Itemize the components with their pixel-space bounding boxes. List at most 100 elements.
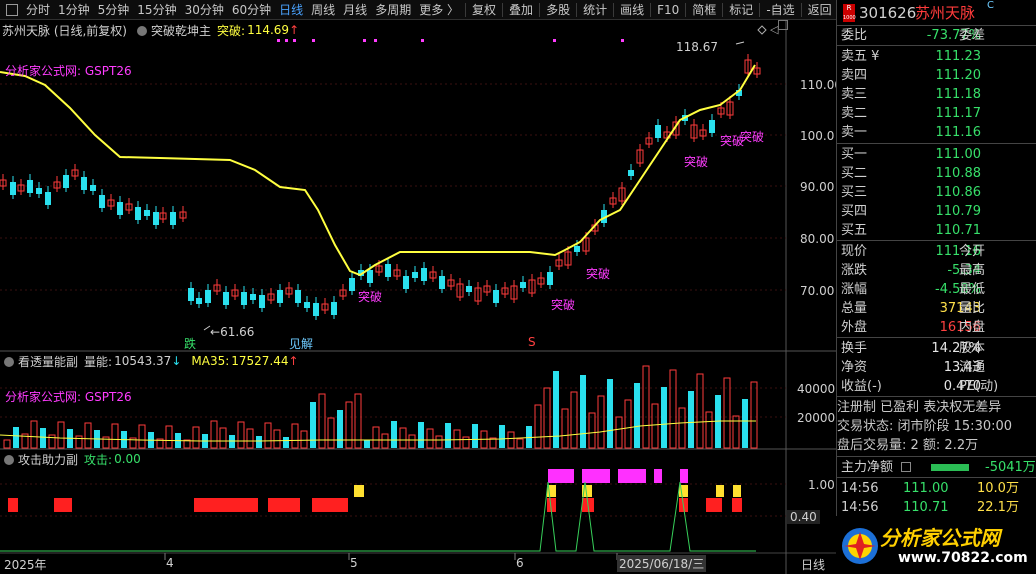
- overlay-button[interactable]: 叠加: [509, 2, 534, 17]
- draw-line-button[interactable]: 画线: [620, 2, 645, 17]
- candle-body: [36, 188, 42, 194]
- tab-multi-period[interactable]: 多周期: [375, 2, 412, 17]
- bid-row[interactable]: 买三 110.86: [837, 183, 1036, 202]
- attack-yellow-bar: [547, 485, 556, 497]
- ma35-value: 17527.44: [231, 354, 289, 368]
- watchlist-remove-button[interactable]: -自选: [766, 2, 795, 17]
- bid-price: 110.71: [935, 223, 982, 238]
- tab-fenshi[interactable]: 分时: [26, 2, 51, 17]
- netflow-menu-icon[interactable]: [901, 462, 911, 472]
- tick-row: 14:56 110.71 22.1万: [837, 498, 1036, 517]
- indicator-label: 突破:: [217, 23, 246, 38]
- volume-bar: [48, 434, 56, 449]
- tab-more[interactable]: 更多 〉: [419, 2, 460, 17]
- divider: [539, 2, 541, 17]
- candle-body: [159, 212, 167, 220]
- volume-y-tick: 40000: [797, 382, 836, 396]
- bid-label: 买二: [841, 166, 868, 181]
- tab-weekly[interactable]: 周线: [311, 2, 336, 17]
- candle-body: [144, 210, 150, 216]
- candle-body: [53, 181, 61, 189]
- volume-bar: [210, 420, 218, 449]
- insight-marker: 见解: [289, 337, 314, 351]
- ask-row[interactable]: 卖五 ¥ 111.23: [837, 47, 1036, 66]
- bid-label: 买三: [841, 185, 868, 200]
- candle-body: [645, 137, 653, 145]
- candle-body: [528, 279, 536, 294]
- candle-body: [582, 237, 590, 252]
- ask-row[interactable]: 卖二 111.17: [837, 104, 1036, 123]
- candle-body: [188, 288, 194, 301]
- tab-daily[interactable]: 日线: [279, 2, 304, 17]
- volume-bar: [192, 426, 200, 449]
- indicator-toggle-icon[interactable]: [137, 26, 147, 36]
- y-tick: 90.00: [800, 180, 835, 194]
- candle-body: [321, 303, 329, 311]
- mark-button[interactable]: 标记: [729, 2, 754, 17]
- volume-bar: [183, 439, 191, 449]
- back-button[interactable]: 返回: [807, 2, 832, 17]
- weicha-label: 委差: [959, 28, 986, 43]
- volume-bar: [111, 423, 119, 449]
- breakout-signal: 突破: [586, 267, 611, 281]
- divider: [837, 143, 1036, 144]
- info-line: 交易状态: 闭市阶段 15:30:00: [837, 419, 1013, 434]
- candle-body: [358, 270, 364, 276]
- volume-bar: [21, 433, 29, 449]
- candle-body: [295, 290, 301, 303]
- volume-bar: [445, 423, 451, 448]
- breakout-signal: 突破: [551, 298, 576, 312]
- divider: [685, 2, 687, 17]
- f10-button[interactable]: F10: [657, 2, 680, 17]
- candle-body: [385, 264, 391, 277]
- period-label[interactable]: 日线: [801, 558, 826, 572]
- volume-bar: [499, 425, 505, 448]
- candle-body: [474, 287, 482, 302]
- volume-bar: [534, 404, 542, 449]
- attack-magenta-bar: [548, 469, 574, 483]
- attack-indicator-name[interactable]: 攻击助力副: [18, 452, 79, 467]
- volume-bar: [507, 431, 515, 449]
- tab-monthly[interactable]: 月线: [343, 2, 368, 17]
- grid-icon[interactable]: [6, 3, 18, 16]
- tab-1min[interactable]: 1分钟: [58, 2, 90, 17]
- attack-toggle-icon[interactable]: [4, 455, 14, 465]
- candle-body: [267, 293, 275, 301]
- ask-row[interactable]: 卖一 111.16: [837, 123, 1036, 142]
- tab-5min[interactable]: 5分钟: [97, 2, 130, 17]
- tab-15min[interactable]: 15分钟: [137, 2, 177, 17]
- volume-indicator-name[interactable]: 看透量能副: [18, 354, 79, 369]
- x-axis-cursor-date: 2025/06/18/三: [617, 555, 707, 572]
- multi-stock-button[interactable]: 多股: [546, 2, 571, 17]
- volume-label: 量能:: [84, 354, 113, 369]
- tab-30min[interactable]: 30分钟: [184, 2, 224, 17]
- volume-title-row: 看透量能副 量能: 10543.37 ↓ MA35: 17527.44 ↑: [2, 352, 299, 370]
- candle-body: [170, 212, 176, 225]
- window-icon[interactable]: [778, 20, 788, 30]
- sell-marker: S: [528, 335, 536, 349]
- volume-toggle-icon[interactable]: [4, 357, 14, 367]
- ask-row[interactable]: 卖三 111.18: [837, 85, 1036, 104]
- simple-frame-button[interactable]: 简框: [692, 2, 717, 17]
- volume-watermark-label: 分析家公式网: GSPT26: [5, 390, 132, 404]
- attack-yellow-bar: [716, 485, 724, 497]
- volume-bar: [435, 435, 443, 449]
- ask-row[interactable]: 卖四 111.20: [837, 66, 1036, 85]
- stat-label-right: PE(动): [959, 379, 999, 394]
- candle-body: [709, 120, 715, 133]
- stats-button[interactable]: 统计: [583, 2, 608, 17]
- kline-chart-area[interactable]: 苏州天脉 (日线,前复权) 突破乾坤主 突破: 114.69 ↑ 分析家公式网:…: [0, 20, 842, 574]
- scroll-left-icon[interactable]: ◁: [770, 23, 779, 36]
- bid-row[interactable]: 买四 110.79: [837, 202, 1036, 221]
- tab-60min[interactable]: 60分钟: [231, 2, 272, 17]
- tick-volume: 10.0万: [977, 481, 1019, 496]
- candle-body: [618, 187, 626, 202]
- fuquan-button[interactable]: 复权: [472, 2, 497, 17]
- divider: [837, 477, 1036, 478]
- bid-row[interactable]: 买二 110.88: [837, 164, 1036, 183]
- stock-code: 301626: [859, 4, 917, 22]
- bid-row[interactable]: 买五 110.71: [837, 221, 1036, 240]
- indicator-name[interactable]: 突破乾坤主: [151, 23, 212, 38]
- bid-row[interactable]: 买一 111.00: [837, 145, 1036, 164]
- kline-chart-svg[interactable]: [0, 20, 836, 574]
